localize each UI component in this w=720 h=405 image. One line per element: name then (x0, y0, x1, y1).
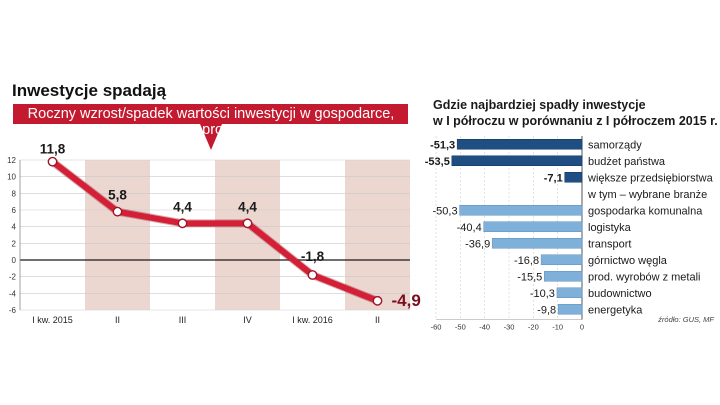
right-title-line-1: Gdzie najbardziej spadły inwestycje (433, 98, 646, 112)
bar-value-label: -40,4 (457, 222, 482, 234)
bars-group: -51,3 samorządy -53,5 budżet państwa -7,1 wię… (425, 139, 714, 316)
x-axis-ticks-right: -60 -50 -40 -30 -20 -10 0 (431, 323, 585, 332)
column-band (85, 160, 150, 310)
y-tick-label: 12 (7, 156, 16, 165)
data-label: 11,8 (40, 142, 66, 157)
category-label: górnictwo węgla (588, 255, 668, 267)
category-label: logistyka (588, 222, 632, 234)
bar (483, 221, 583, 232)
x-tick-label: -50 (455, 323, 466, 332)
category-label: większe przedsiębiorstwa (587, 172, 714, 184)
category-label: gospodarka komunalna (588, 205, 703, 217)
y-axis-ticks: 12 10 8 6 4 2 0 -2 -4 -6 (7, 156, 16, 315)
bar (556, 287, 583, 298)
bar (456, 139, 583, 150)
category-label: transport (588, 238, 631, 250)
chart-gridlines (19, 159, 410, 311)
y-tick-label: 4 (12, 223, 17, 232)
y-tick-label: 10 (7, 173, 16, 182)
source-note: źródło: GUS, MF (657, 315, 714, 324)
banner-line-2: w proc. (187, 122, 235, 138)
x-tick-label: 0 (580, 323, 584, 332)
x-tick-label: -30 (504, 323, 515, 332)
y-tick-label: -6 (9, 306, 17, 315)
main-title: Inwestycje spadają (12, 81, 167, 100)
x-tick-label: -40 (479, 323, 490, 332)
bar-value-label: -9,8 (537, 304, 556, 316)
x-tick-label: II (115, 315, 120, 325)
x-tick-label: I kw. 2016 (292, 315, 333, 325)
series-line (49, 158, 381, 304)
bar (564, 172, 583, 183)
x-tick-label: I kw. 2015 (32, 315, 73, 325)
data-label: 5,8 (108, 188, 127, 203)
x-tick-label: -20 (528, 323, 539, 332)
x-tick-label: -60 (431, 323, 442, 332)
right-title-line-2: w I półroczu w porównaniu z I półroczem … (432, 114, 718, 128)
x-tick-label: IV (243, 315, 252, 325)
column-band (215, 160, 280, 310)
data-point (242, 218, 253, 229)
bar-value-label: -50,3 (433, 205, 458, 217)
data-point (112, 206, 123, 217)
subtitle-banner (13, 104, 408, 150)
bar (544, 271, 583, 282)
data-point (372, 295, 383, 306)
x-tick-label: II (375, 315, 380, 325)
bar-value-label: -51,3 (430, 139, 455, 151)
y-tick-label: -4 (9, 289, 17, 298)
y-tick-label: 6 (12, 206, 17, 215)
y-tick-label: 8 (12, 189, 17, 198)
bar (459, 205, 583, 216)
y-tick-label: -2 (9, 273, 17, 282)
bar-value-label: -36,9 (465, 238, 490, 250)
bar-value-label: -16,8 (514, 255, 539, 267)
bar-value-label: -53,5 (425, 156, 450, 168)
bar (557, 304, 583, 315)
category-label: w tym – wybrane branże (587, 189, 707, 201)
data-label: 4,4 (173, 199, 192, 214)
bar (540, 254, 583, 265)
category-label: energetyka (588, 304, 643, 316)
bar (451, 155, 583, 166)
banner-line-1: Roczny wzrost/spadek wartości inwestycji… (28, 106, 395, 122)
category-label: samorządy (588, 139, 642, 151)
x-tick-label: -10 (552, 323, 563, 332)
data-point (47, 156, 58, 167)
bar-value-label: -15,5 (517, 271, 542, 283)
column-band (345, 160, 410, 310)
bar-value-label: -7,1 (544, 172, 563, 184)
x-tick-label: III (179, 315, 187, 325)
category-label: budownictwo (588, 288, 652, 300)
chart-bands (20, 160, 410, 310)
y-tick-label: 2 (12, 239, 17, 248)
bar-value-label: -10,3 (530, 288, 555, 300)
x-axis-ticks: I kw. 2015 II III IV I kw. 2016 II (32, 315, 380, 325)
category-label: budżet państwa (588, 156, 666, 168)
data-label: 4,4 (238, 199, 257, 214)
series-line-group (47, 156, 383, 306)
data-labels: 11,8 5,8 4,4 4,4 -1,8 -4,9 (40, 142, 421, 310)
data-label: -4,9 (392, 291, 421, 310)
y-tick-label: 0 (12, 256, 17, 265)
bar (491, 238, 583, 249)
category-label: prod. wyrobów z metali (588, 271, 701, 283)
data-label: -1,8 (301, 249, 325, 264)
data-point (307, 270, 318, 280)
data-point (177, 218, 188, 229)
